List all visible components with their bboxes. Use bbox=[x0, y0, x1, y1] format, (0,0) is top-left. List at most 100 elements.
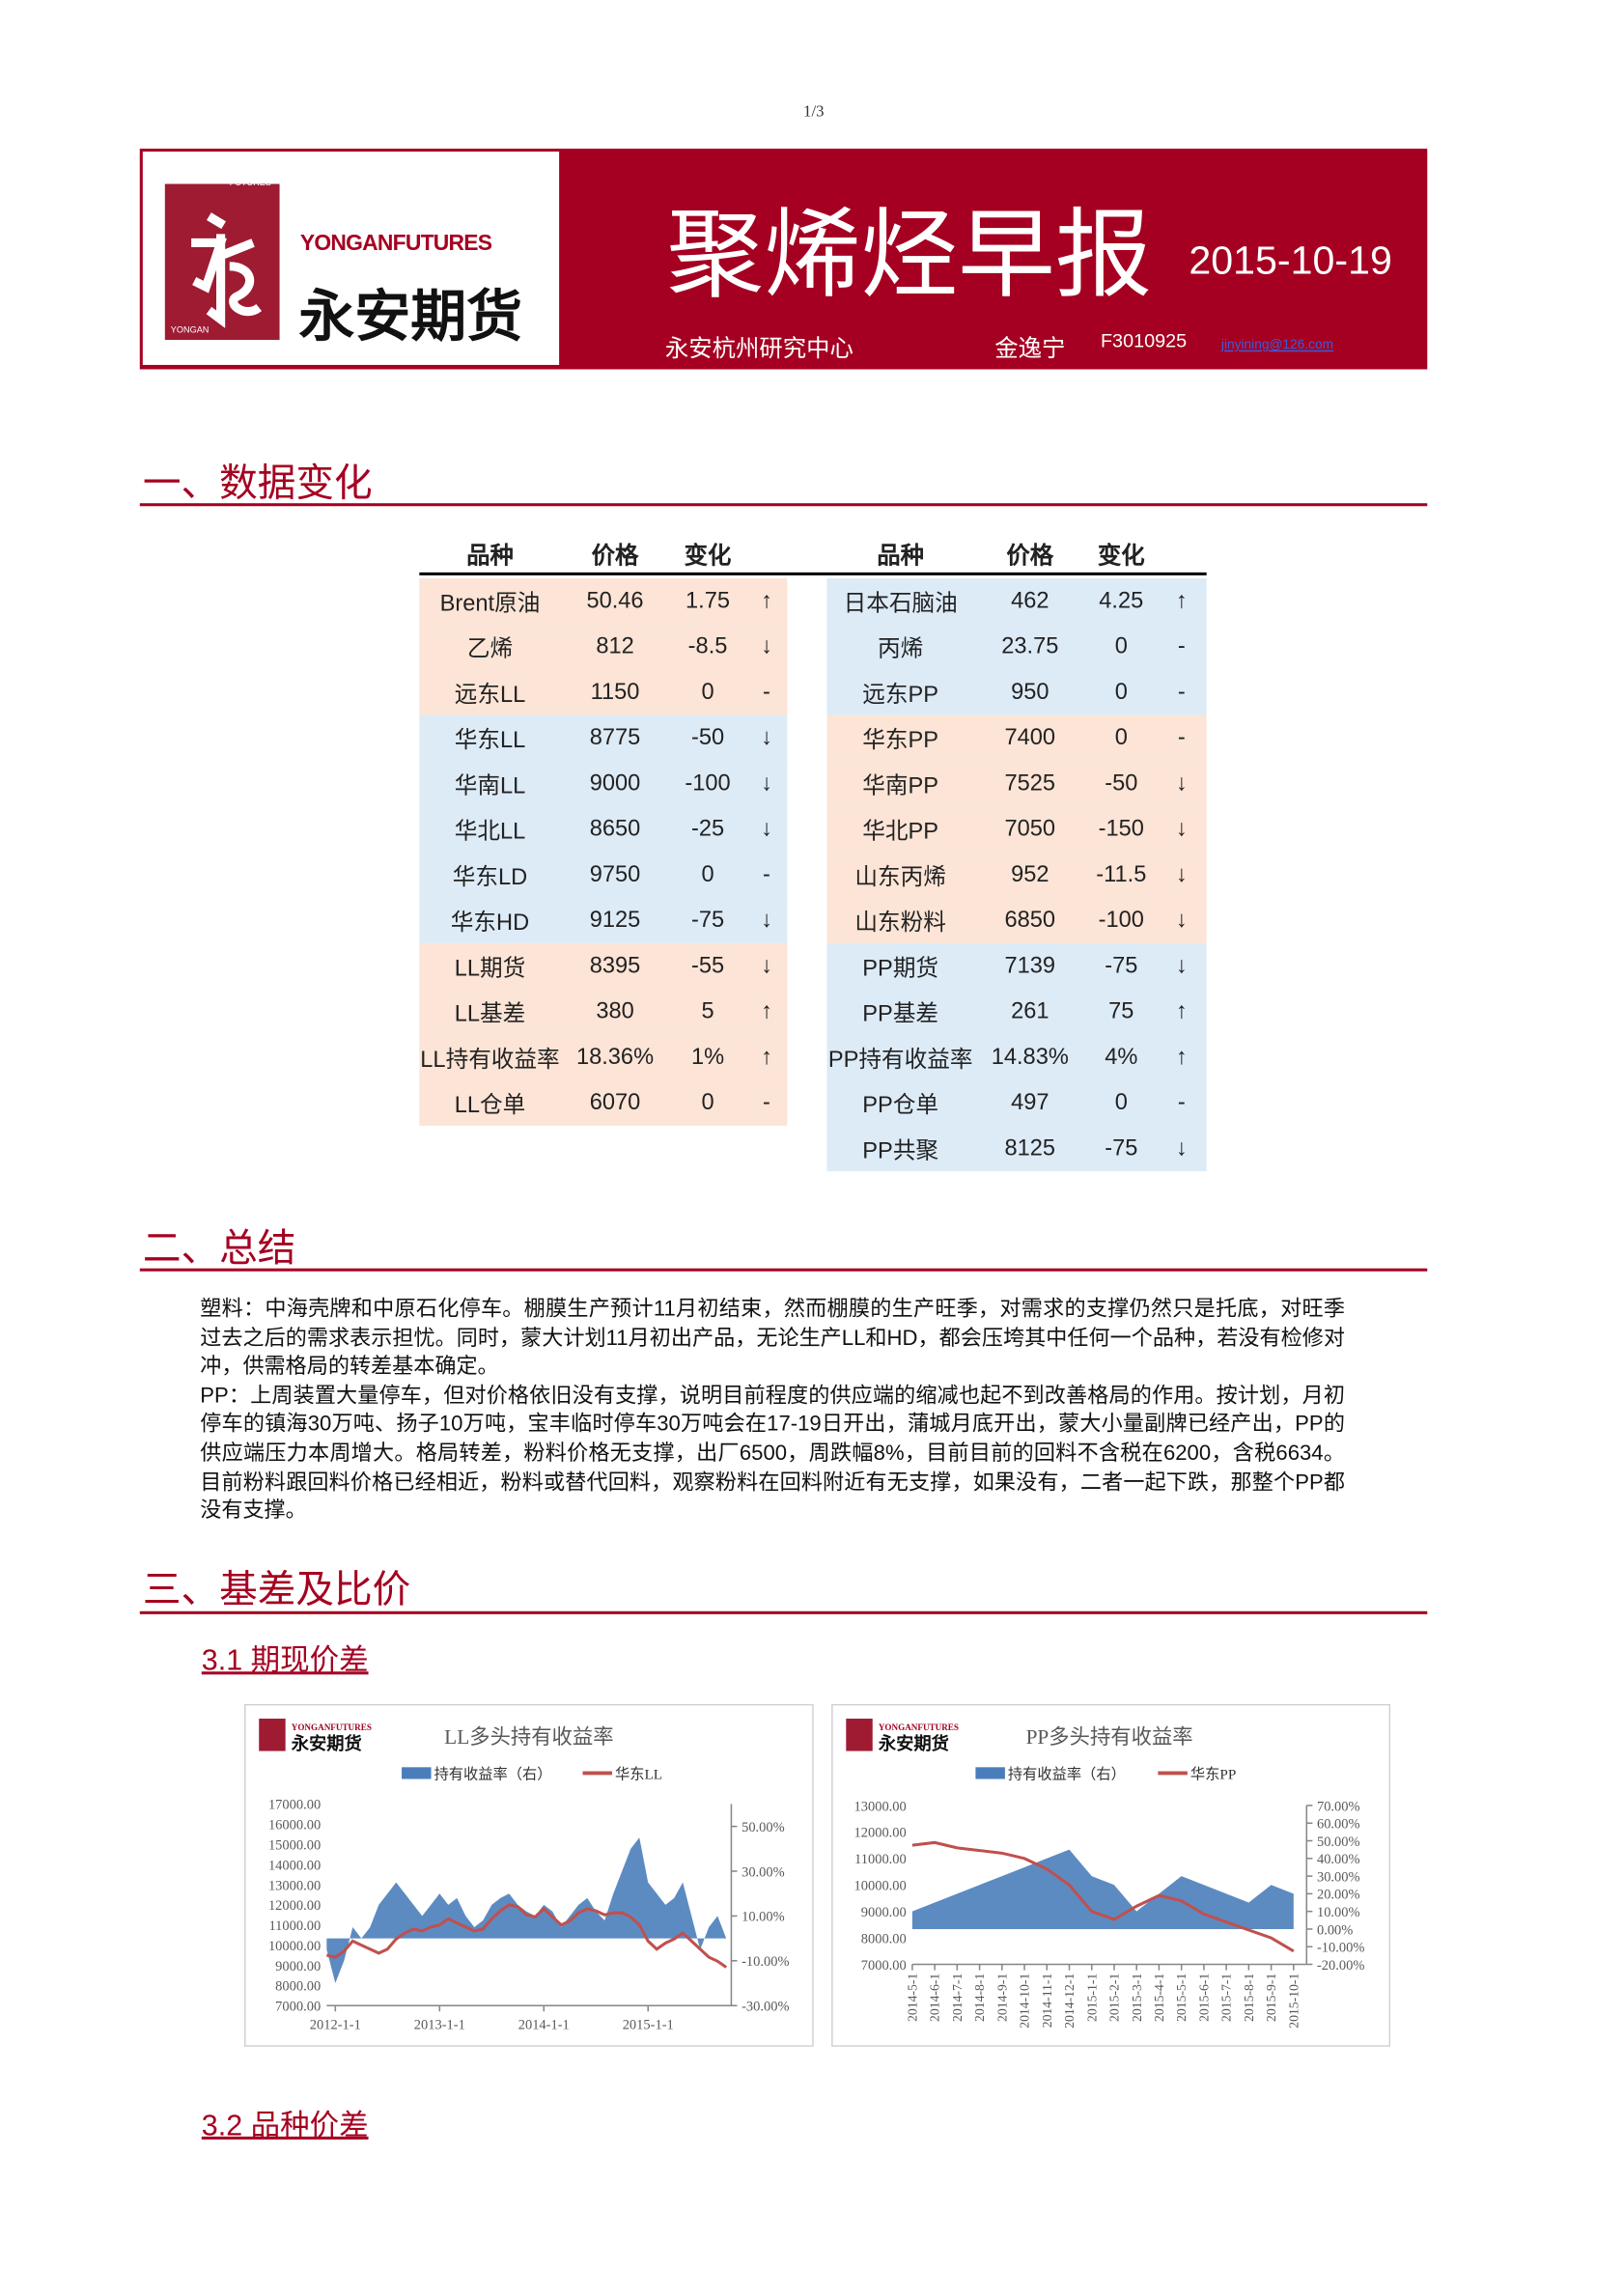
section-title: 一、数据变化 bbox=[142, 461, 373, 505]
table-row: 山东丙烯 952 -11.5 ↓ bbox=[826, 852, 1207, 898]
x-tick-label: 2015-5-1 bbox=[1174, 1974, 1189, 2022]
table-row: LL期货 8395 -55 ↓ bbox=[419, 942, 788, 990]
table-cell: 380 bbox=[596, 998, 634, 1023]
x-tick-label: 2014-7-1 bbox=[950, 1974, 965, 2022]
table-cell: 9125 bbox=[589, 907, 641, 933]
table-cell: -55 bbox=[690, 952, 725, 978]
table-cell: 261 bbox=[1011, 998, 1049, 1023]
y-tick-label: 16000.00 bbox=[268, 1818, 321, 1834]
header-cell: 品种 bbox=[466, 544, 514, 570]
y-tick-label: 13000.00 bbox=[268, 1878, 321, 1893]
author: 金逸宁 bbox=[994, 336, 1066, 362]
table-cell: - bbox=[1177, 1089, 1186, 1115]
line-series bbox=[325, 1903, 728, 1969]
table-cell: 6850 bbox=[1004, 907, 1056, 933]
table-cell: -100 bbox=[1098, 907, 1144, 933]
table-row: 山东粉料 6850 -100 ↓ bbox=[826, 897, 1207, 943]
table-cell: 华北PP bbox=[862, 819, 939, 845]
x-tick-label: 2014-11-1 bbox=[1040, 1974, 1054, 2029]
x-tick-label: 2015-1-1 bbox=[623, 2018, 674, 2033]
y-tick-label: 7000.00 bbox=[275, 2000, 321, 2015]
table-cell: Brent原油 bbox=[439, 590, 541, 616]
table-cell: 华东PP bbox=[862, 727, 939, 753]
table-row: LL基差 380 5 ↑ bbox=[419, 989, 788, 1035]
x-tick-label: 2014-10-1 bbox=[1018, 1974, 1032, 2029]
y2-tick-label: 20.00% bbox=[1317, 1888, 1360, 1903]
x-tick-label: 2015-1-1 bbox=[1084, 1974, 1099, 2022]
y2-tick-label: 50.00% bbox=[1317, 1834, 1360, 1850]
table-cell: 4.25 bbox=[1099, 587, 1144, 613]
table-row: 华南LL 9000 -100 ↓ bbox=[419, 760, 788, 807]
y-tick-label: 9000.00 bbox=[861, 1905, 907, 1920]
table-cell: 8125 bbox=[1004, 1134, 1056, 1161]
table-row: LL持有收益率 18.36% 1% ↑ bbox=[419, 1034, 788, 1080]
y-tick-label: 11000.00 bbox=[268, 1918, 321, 1934]
report-title: 聚烯烃早报 bbox=[666, 200, 1153, 310]
y2-tick-label: 0.00% bbox=[1317, 1922, 1353, 1938]
table-cell: 1.75 bbox=[686, 587, 731, 613]
y-tick-label: 12000.00 bbox=[268, 1898, 321, 1914]
section-rule bbox=[139, 1268, 1428, 1271]
table-cell: 7139 bbox=[1004, 952, 1056, 978]
table-cell: ↑ bbox=[1175, 998, 1188, 1023]
x-tick-label: 2015-9-1 bbox=[1264, 1974, 1278, 2022]
y2-tick-label: -10.00% bbox=[742, 1954, 789, 1970]
table-cell: 0 bbox=[701, 679, 714, 705]
table-cell: LL仓单 bbox=[454, 1092, 526, 1118]
x-tick-label: 2015-10-1 bbox=[1286, 1974, 1301, 2029]
y-tick-label: 11000.00 bbox=[854, 1852, 907, 1867]
x-tick-label: 2014-9-1 bbox=[994, 1974, 1009, 2022]
y2-tick-label: -30.00% bbox=[742, 2000, 789, 2015]
table-row: 华东LD 9750 0 - bbox=[419, 852, 788, 898]
logo-glyph bbox=[191, 212, 263, 328]
table-cell: 华东LL bbox=[454, 727, 526, 753]
legend-swatch bbox=[975, 1767, 1005, 1779]
table-cell: 0 bbox=[1114, 724, 1128, 750]
table-row: 华北LL 8650 -25 ↓ bbox=[419, 806, 788, 853]
logo-mark bbox=[164, 183, 280, 341]
chart-logo-mark bbox=[259, 1719, 286, 1751]
table-cell: PP持有收益率 bbox=[827, 1047, 973, 1073]
table-cell: 华南LL bbox=[454, 772, 526, 798]
table-cell: 1150 bbox=[590, 679, 640, 705]
table-row: 乙烯 812 -8.5 ↓ bbox=[419, 624, 788, 670]
chart-logo-mark bbox=[846, 1719, 873, 1751]
table-cell: ↑ bbox=[1175, 1044, 1188, 1070]
logo-top: FUTURES bbox=[229, 179, 271, 189]
table-cell: -8.5 bbox=[687, 633, 728, 658]
table-row: 丙烯 23.75 0 - bbox=[826, 624, 1207, 670]
table-row: 华东HD 9125 -75 ↓ bbox=[419, 897, 788, 943]
table-cell: 华南PP bbox=[862, 772, 939, 798]
table-cell: -75 bbox=[1105, 952, 1138, 978]
table-cell: -25 bbox=[690, 816, 725, 841]
chart-logo-en: YONGANFUTURES bbox=[879, 1722, 959, 1732]
table-cell: - bbox=[763, 861, 770, 887]
table-cell: 华东HD bbox=[450, 910, 530, 936]
table-cell: ↓ bbox=[761, 952, 772, 978]
table-row: PP期货 7139 -75 ↓ bbox=[826, 942, 1207, 990]
table-cell: 远东PP bbox=[862, 682, 939, 708]
legend-label: 持有收益率（右） bbox=[434, 1767, 552, 1783]
y-tick-label: 8000.00 bbox=[861, 1931, 907, 1946]
y2-tick-label: 10.00% bbox=[742, 1910, 785, 1925]
email[interactable]: jinyining@126.com bbox=[1220, 336, 1334, 352]
header-cell: 变化 bbox=[684, 544, 732, 570]
y-tick-label: 8000.00 bbox=[275, 1979, 321, 1995]
y2-tick-label: -20.00% bbox=[1317, 1958, 1364, 1974]
summary: 塑料：中海壳牌和中原石化停车。棚膜生产预计11月初结束，然而棚膜的生产旺季，对需… bbox=[200, 1297, 1345, 1527]
x-tick-label: 2014-5-1 bbox=[905, 1974, 919, 2022]
table-cell: ↓ bbox=[1175, 952, 1188, 978]
table-cell: -11.5 bbox=[1096, 861, 1147, 887]
table-cell: 462 bbox=[1011, 587, 1049, 613]
table-cell: 0 bbox=[1114, 679, 1128, 705]
table-cell: 0 bbox=[701, 861, 714, 887]
chart-frame bbox=[831, 1703, 1391, 2047]
chart-logo-cn: 永安期货 bbox=[878, 1733, 949, 1753]
y-tick-label: 13000.00 bbox=[854, 1799, 907, 1814]
table-cell: PP仓单 bbox=[862, 1092, 939, 1118]
header-cell: 品种 bbox=[877, 544, 925, 570]
table-row: PP持有收益率 14.83% 4% ↑ bbox=[826, 1034, 1207, 1080]
chart-frame bbox=[243, 1703, 814, 2047]
table-cell: -75 bbox=[690, 907, 725, 933]
